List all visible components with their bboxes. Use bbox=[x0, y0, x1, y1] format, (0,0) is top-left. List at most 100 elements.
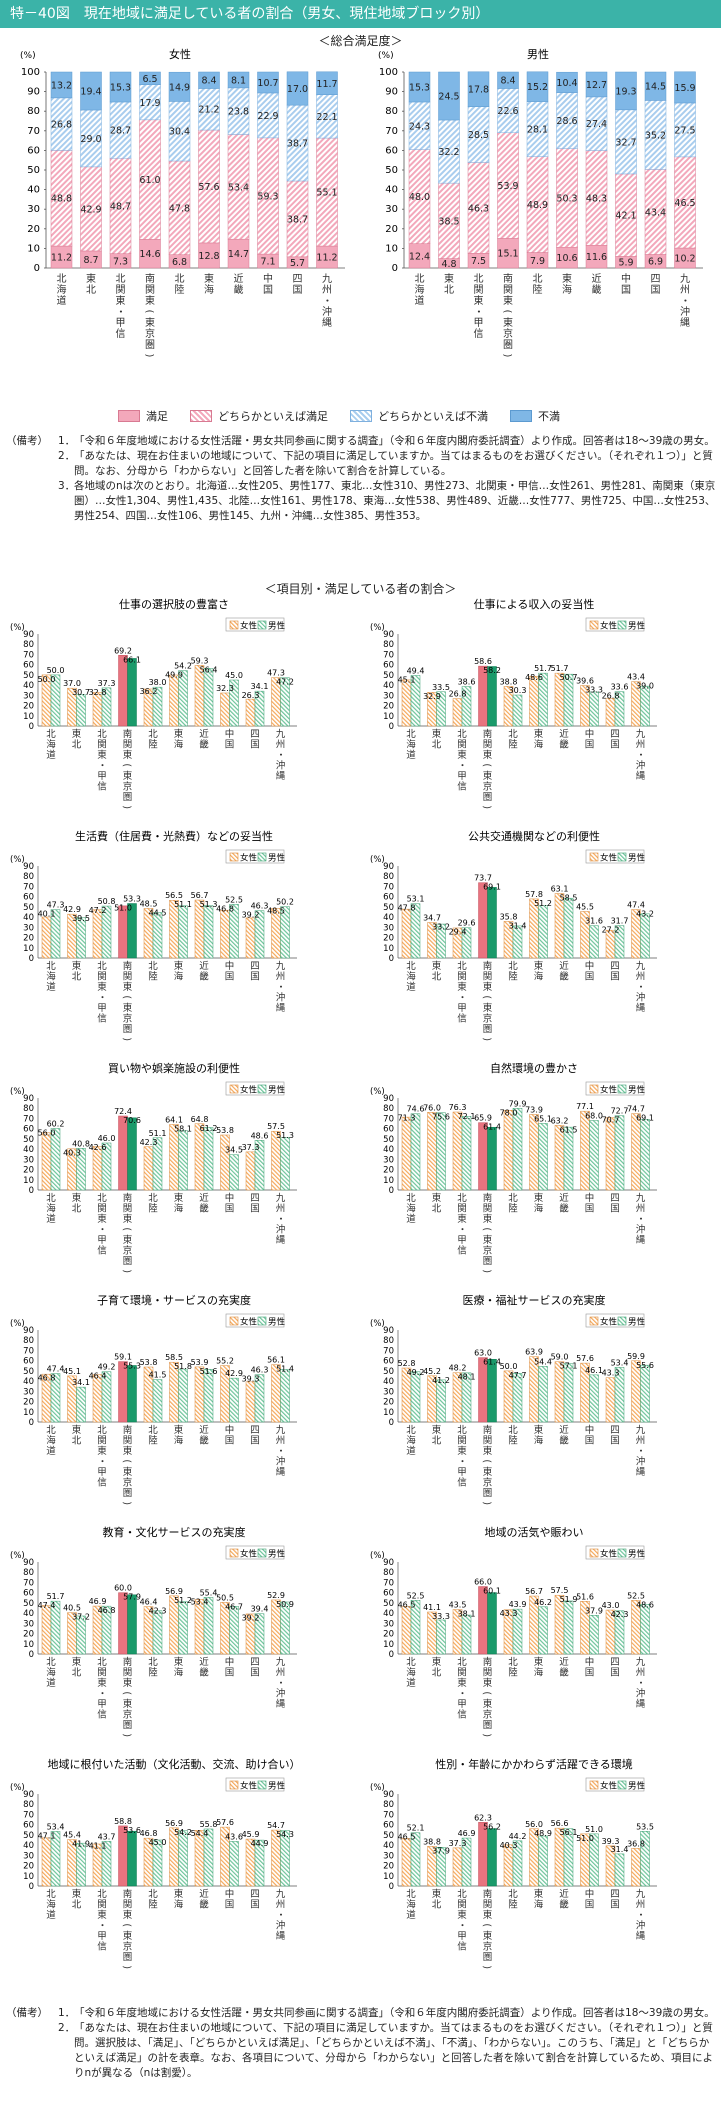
legend-label-male: 男性 bbox=[628, 1781, 646, 1792]
y-tick-label: 40 bbox=[383, 1841, 394, 1851]
value-label-female: 35.8 bbox=[500, 912, 518, 921]
region-tick-label: 近 bbox=[199, 1888, 209, 1900]
bar-male bbox=[127, 1594, 137, 1655]
region-tick-label: 畿 bbox=[559, 1435, 569, 1447]
segment-value-label: 22.9 bbox=[257, 111, 278, 122]
bar-female bbox=[41, 916, 52, 959]
region-tick-label: 北 bbox=[457, 729, 467, 740]
region-tick-label: ( bbox=[121, 995, 132, 999]
region-tick-label: 近 bbox=[559, 1424, 569, 1436]
value-label-male: 48.6 bbox=[636, 1600, 654, 1609]
region-tick-label: 関 bbox=[483, 972, 493, 983]
value-label-female: 57.6 bbox=[216, 1818, 234, 1827]
value-label-male: 51.6 bbox=[200, 1367, 218, 1376]
y-tick-label: 10 bbox=[383, 1872, 394, 1882]
region-tick-label: 東 bbox=[432, 1656, 442, 1668]
region-tick-label: ( bbox=[502, 310, 513, 314]
region-tick-label: 北 bbox=[46, 1889, 56, 1900]
value-label-male: 58.1 bbox=[174, 1124, 192, 1133]
y-tick-label: 40 bbox=[383, 913, 394, 923]
value-label-female: 40.5 bbox=[63, 1604, 81, 1613]
legend-swatch-female bbox=[229, 1084, 239, 1094]
chart-legend: 女性 男性 bbox=[585, 1081, 646, 1096]
value-label-female: 59.1 bbox=[114, 1353, 132, 1362]
segment-value-label: 12.4 bbox=[409, 251, 430, 262]
region-tick-label: 関 bbox=[483, 1900, 493, 1911]
region-tick-label: 京 bbox=[483, 1709, 493, 1721]
segment-value-label: 48.0 bbox=[409, 192, 430, 203]
region-tick-label: 国 bbox=[610, 1668, 620, 1679]
note-lead: （備考） bbox=[6, 2007, 48, 2019]
segment-value-label: 5.9 bbox=[618, 258, 633, 269]
stacked-bar-segment bbox=[556, 71, 578, 93]
y-tick-label: 20 bbox=[383, 702, 394, 712]
note-lead bbox=[6, 449, 58, 479]
bar-male bbox=[487, 1828, 497, 1887]
overall-legend: 満足 どちらかといえば満足 どちらかといえば不満 不満 bbox=[118, 408, 560, 424]
y-tick-label: 50 bbox=[383, 1599, 394, 1609]
region-tick-label: 国 bbox=[585, 972, 595, 983]
region-tick-label: 東 bbox=[483, 1677, 493, 1689]
region-tick-label: 州 bbox=[276, 1204, 286, 1215]
legend-label-female: 女性 bbox=[240, 1317, 258, 1328]
region-tick-label: 信 bbox=[97, 1477, 107, 1489]
bar-male bbox=[563, 1126, 574, 1191]
y-tick-label: 10 bbox=[383, 944, 394, 954]
legend-item-fuman: 不満 bbox=[510, 408, 560, 424]
segment-value-label: 32.2 bbox=[438, 147, 459, 158]
bar-female bbox=[401, 908, 412, 959]
region-tick-label: 南 bbox=[483, 728, 493, 740]
legend-swatch-male bbox=[617, 620, 627, 630]
value-label-female: 32.8 bbox=[89, 688, 107, 697]
region-tick-label: 北 bbox=[46, 961, 56, 972]
legend-swatch-yaya-fuman bbox=[350, 410, 372, 422]
region-tick-label: 北 bbox=[457, 1193, 467, 1204]
region-tick-label: 北 bbox=[46, 1425, 56, 1436]
region-tick-label: 東 bbox=[534, 1888, 544, 1900]
segment-value-label: 8.4 bbox=[201, 76, 216, 87]
y-tick-label: 30 bbox=[23, 691, 34, 701]
region-tick-label: 九 bbox=[636, 1424, 646, 1436]
value-label-male: 46.8 bbox=[98, 1606, 116, 1615]
value-label-female: 57.5 bbox=[551, 1586, 569, 1595]
value-label-male: 41.2 bbox=[432, 1376, 450, 1385]
region-tick-label: 海 bbox=[534, 1667, 544, 1679]
bar-female bbox=[118, 1825, 128, 1887]
bar-male bbox=[101, 1841, 112, 1887]
value-label-male: 49.2 bbox=[98, 1363, 116, 1372]
value-label-female: 41.1 bbox=[89, 1841, 107, 1850]
y-tick-label: 60 bbox=[23, 893, 34, 903]
value-label-female: 34.7 bbox=[423, 914, 441, 923]
segment-value-label: 19.4 bbox=[80, 87, 101, 98]
region-tick-label: 国 bbox=[225, 972, 235, 983]
region-tick-label: 海 bbox=[406, 1203, 416, 1215]
legend-box bbox=[585, 1545, 645, 1560]
region-tick-label: 関 bbox=[97, 740, 107, 751]
bar-female bbox=[245, 1151, 256, 1191]
y-axis-unit: (%) bbox=[10, 1783, 25, 1793]
bar-male bbox=[127, 1117, 137, 1191]
value-label-female: 29.4 bbox=[449, 928, 467, 937]
y-tick-label: 50 bbox=[383, 1135, 394, 1145]
region-tick-label: 道 bbox=[415, 294, 425, 307]
bar-male bbox=[614, 691, 625, 727]
value-label-male: 54.3 bbox=[276, 1830, 294, 1839]
y-tick-label: 50 bbox=[23, 671, 34, 681]
y-tick-label: 70 bbox=[383, 650, 394, 660]
y-tick-label: 10 bbox=[23, 712, 34, 722]
y-tick-label: 30 bbox=[27, 204, 40, 215]
chart-legend: 女性 男性 bbox=[585, 617, 646, 632]
value-label-male: 31.4 bbox=[509, 921, 527, 930]
region-tick-label: 北 bbox=[97, 1657, 107, 1668]
region-tick-label: 畿 bbox=[234, 283, 244, 296]
region-tick-label: 東 bbox=[72, 1424, 82, 1436]
value-label-male: 33.3 bbox=[585, 686, 603, 695]
region-tick-label: 東 bbox=[145, 316, 155, 329]
region-tick-label: 海 bbox=[46, 971, 56, 983]
bar-female bbox=[529, 676, 539, 727]
region-tick-label: 関 bbox=[97, 1204, 107, 1215]
chart-title: 女性 bbox=[169, 47, 191, 61]
bar-female bbox=[118, 1592, 128, 1655]
bar-male bbox=[461, 686, 472, 727]
